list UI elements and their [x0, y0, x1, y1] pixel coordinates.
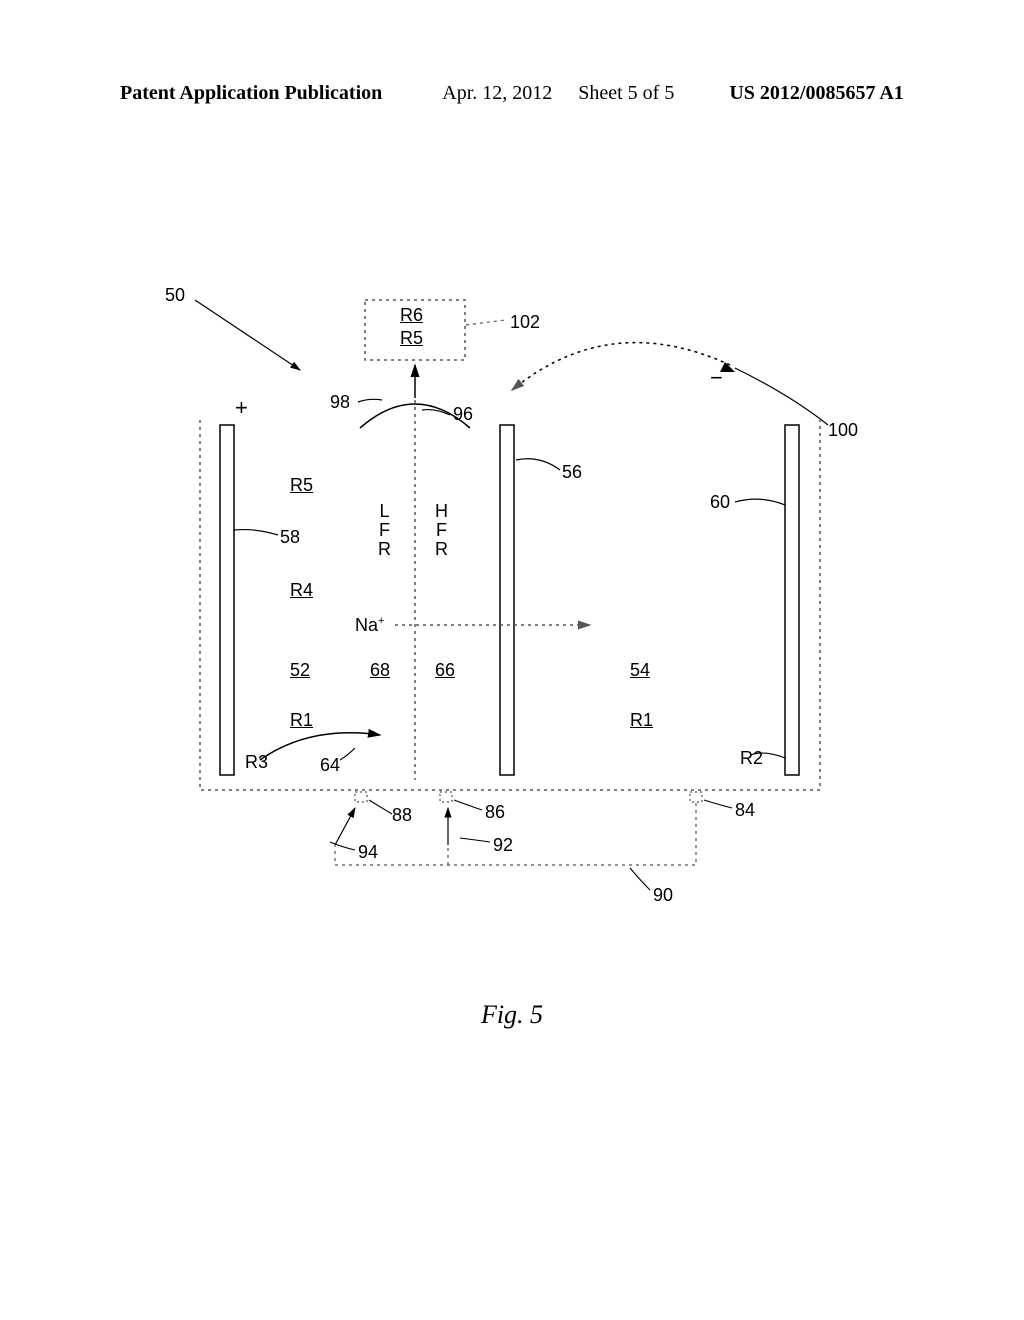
ref-54: 54: [630, 660, 650, 681]
ref-66: 66: [435, 660, 455, 681]
leader-58: [234, 530, 278, 535]
inlet-88: [355, 792, 367, 802]
figure-5: 50 + − 100 R6 R5 102 98 96 56 58 60 R5 R…: [160, 280, 860, 980]
ref-100: 100: [828, 420, 858, 441]
anode-electrode: [220, 425, 234, 775]
label-r5-box: R5: [400, 328, 423, 349]
leader-60: [735, 499, 785, 505]
minus-sign: −: [710, 365, 723, 391]
leader-88: [369, 800, 392, 814]
label-hfr: H F R: [435, 502, 448, 559]
ref-92: 92: [493, 835, 513, 856]
label-r3: R3: [245, 752, 268, 773]
ref-94: 94: [358, 842, 378, 863]
ref-102: 102: [510, 312, 540, 333]
ref-58: 58: [280, 527, 300, 548]
plus-sign: +: [235, 395, 248, 421]
ref-60: 60: [710, 492, 730, 513]
ref-64: 64: [320, 755, 340, 776]
label-r5: R5: [290, 475, 313, 496]
label-r1-left: R1: [290, 710, 313, 731]
leader-90: [630, 868, 650, 890]
inlet-86: [440, 792, 452, 802]
leader-100: [735, 368, 828, 425]
center-divider-56: [500, 425, 514, 775]
lfr-l: L: [379, 501, 389, 521]
label-r2: R2: [740, 748, 763, 769]
label-lfr: L F R: [378, 502, 391, 559]
leader-98: [358, 399, 382, 402]
leader-50: [195, 300, 300, 370]
figure-caption: Fig. 5: [0, 1000, 1024, 1030]
leader-102: [466, 320, 505, 325]
hfr-h: H: [435, 501, 448, 521]
ref-56: 56: [562, 462, 582, 483]
label-r4: R4: [290, 580, 313, 601]
leader-86: [454, 800, 482, 810]
inlet-84: [690, 792, 702, 802]
ref-88: 88: [392, 805, 412, 826]
page-header: Patent Application Publication Apr. 12, …: [0, 82, 1024, 105]
leader-94: [330, 842, 355, 850]
ref-90: 90: [653, 885, 673, 906]
sheet-number: Sheet 5 of 5: [578, 82, 674, 105]
label-na: Na+: [355, 615, 384, 636]
leader-84: [704, 800, 732, 808]
label-r6-box: R6: [400, 305, 423, 326]
hfr-f: F: [436, 520, 447, 540]
lfr-f: F: [379, 520, 390, 540]
lfr-r: R: [378, 539, 391, 559]
arrow-94: [335, 808, 355, 845]
cathode-electrode: [785, 425, 799, 775]
figure-svg: [160, 280, 860, 980]
publication-type: Patent Application Publication: [120, 82, 382, 105]
publication-date: Apr. 12, 2012: [442, 82, 552, 105]
ref-84: 84: [735, 800, 755, 821]
hfr-r: R: [435, 539, 448, 559]
label-52: 52: [290, 660, 310, 681]
leader-56: [516, 459, 560, 470]
ref-50: 50: [165, 285, 185, 306]
ref-96: 96: [453, 404, 473, 425]
ref-86: 86: [485, 802, 505, 823]
leader-92: [460, 838, 490, 842]
arc-100-left: [512, 343, 730, 390]
label-r1-right: R1: [630, 710, 653, 731]
leader-64: [340, 748, 355, 760]
publication-number: US 2012/0085657 A1: [729, 82, 903, 105]
ref-98: 98: [330, 392, 350, 413]
ref-68: 68: [370, 660, 390, 681]
